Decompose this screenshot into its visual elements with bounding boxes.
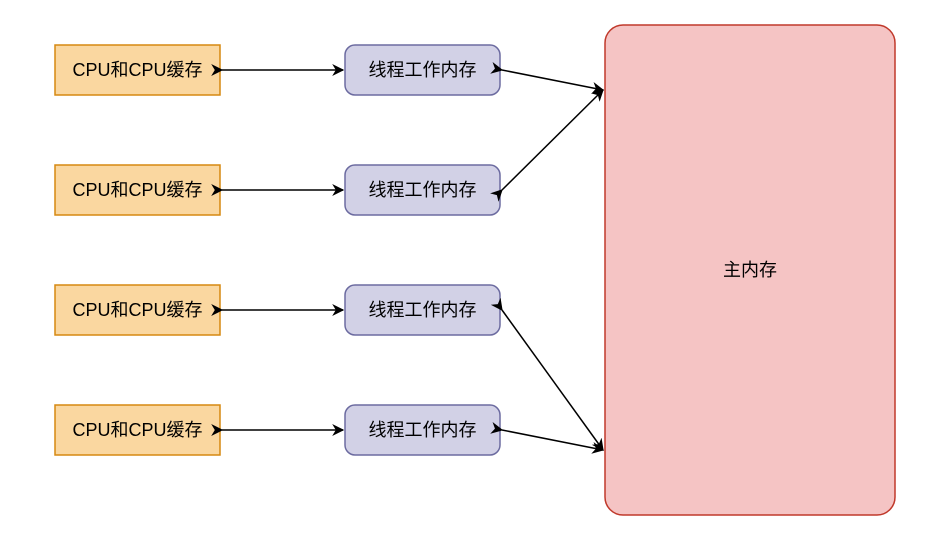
cpu-cache-label: CPU和CPU缓存 [72, 180, 202, 200]
arrow-thread-main [502, 90, 603, 190]
thread-memory-label: 线程工作内存 [369, 300, 477, 320]
thread-memory-label: 线程工作内存 [369, 60, 477, 80]
thread-memory-label: 线程工作内存 [369, 180, 477, 200]
cpu-cache-label: CPU和CPU缓存 [72, 300, 202, 320]
main-memory-label: 主内存 [723, 260, 777, 280]
thread-memory-label: 线程工作内存 [369, 420, 477, 440]
cpu-cache-label: CPU和CPU缓存 [72, 420, 202, 440]
memory-model-diagram: 主内存CPU和CPU缓存线程工作内存CPU和CPU缓存线程工作内存CPU和CPU… [0, 0, 952, 535]
arrow-thread-main [502, 430, 603, 450]
cpu-cache-label: CPU和CPU缓存 [72, 60, 202, 80]
arrow-thread-main [502, 70, 603, 90]
arrow-thread-main [502, 310, 603, 450]
